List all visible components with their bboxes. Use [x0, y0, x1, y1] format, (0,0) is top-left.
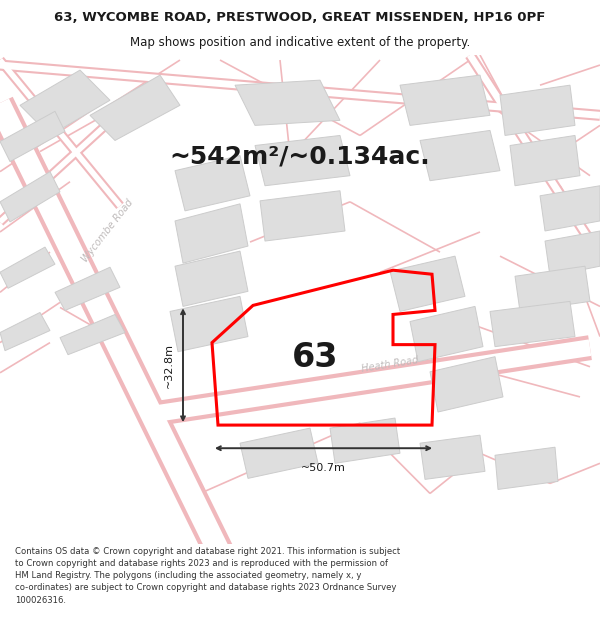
- Polygon shape: [175, 204, 248, 263]
- Text: 63, WYCOMBE ROAD, PRESTWOOD, GREAT MISSENDEN, HP16 0PF: 63, WYCOMBE ROAD, PRESTWOOD, GREAT MISSE…: [55, 11, 545, 24]
- Polygon shape: [495, 448, 558, 489]
- Polygon shape: [430, 357, 503, 412]
- Polygon shape: [330, 418, 400, 463]
- Polygon shape: [420, 435, 485, 479]
- Polygon shape: [410, 306, 483, 362]
- Polygon shape: [390, 256, 465, 311]
- Polygon shape: [240, 428, 318, 478]
- Polygon shape: [0, 172, 60, 222]
- Text: ~542m²/~0.134ac.: ~542m²/~0.134ac.: [170, 144, 430, 169]
- Polygon shape: [0, 312, 50, 351]
- Polygon shape: [175, 251, 248, 306]
- Polygon shape: [255, 136, 350, 186]
- Polygon shape: [260, 191, 345, 241]
- Polygon shape: [515, 266, 590, 311]
- Text: Contains OS data © Crown copyright and database right 2021. This information is : Contains OS data © Crown copyright and d…: [15, 547, 400, 604]
- Polygon shape: [0, 247, 55, 288]
- Polygon shape: [90, 75, 180, 141]
- Polygon shape: [400, 75, 490, 126]
- Polygon shape: [510, 136, 580, 186]
- Polygon shape: [490, 301, 575, 347]
- Text: ~32.8m: ~32.8m: [164, 342, 174, 388]
- Polygon shape: [60, 314, 125, 354]
- Polygon shape: [170, 296, 248, 352]
- Polygon shape: [500, 85, 575, 136]
- Polygon shape: [20, 70, 110, 136]
- Polygon shape: [420, 131, 500, 181]
- Text: ~50.7m: ~50.7m: [301, 463, 346, 473]
- Text: Heath Road: Heath Road: [361, 355, 419, 374]
- Text: Map shows position and indicative extent of the property.: Map shows position and indicative extent…: [130, 36, 470, 49]
- Polygon shape: [55, 268, 120, 311]
- Polygon shape: [235, 80, 340, 126]
- Text: 63: 63: [292, 341, 338, 374]
- Polygon shape: [540, 186, 600, 231]
- Polygon shape: [0, 111, 65, 162]
- Polygon shape: [175, 156, 250, 211]
- Text: Wycombe Road: Wycombe Road: [80, 198, 136, 264]
- Polygon shape: [545, 231, 600, 276]
